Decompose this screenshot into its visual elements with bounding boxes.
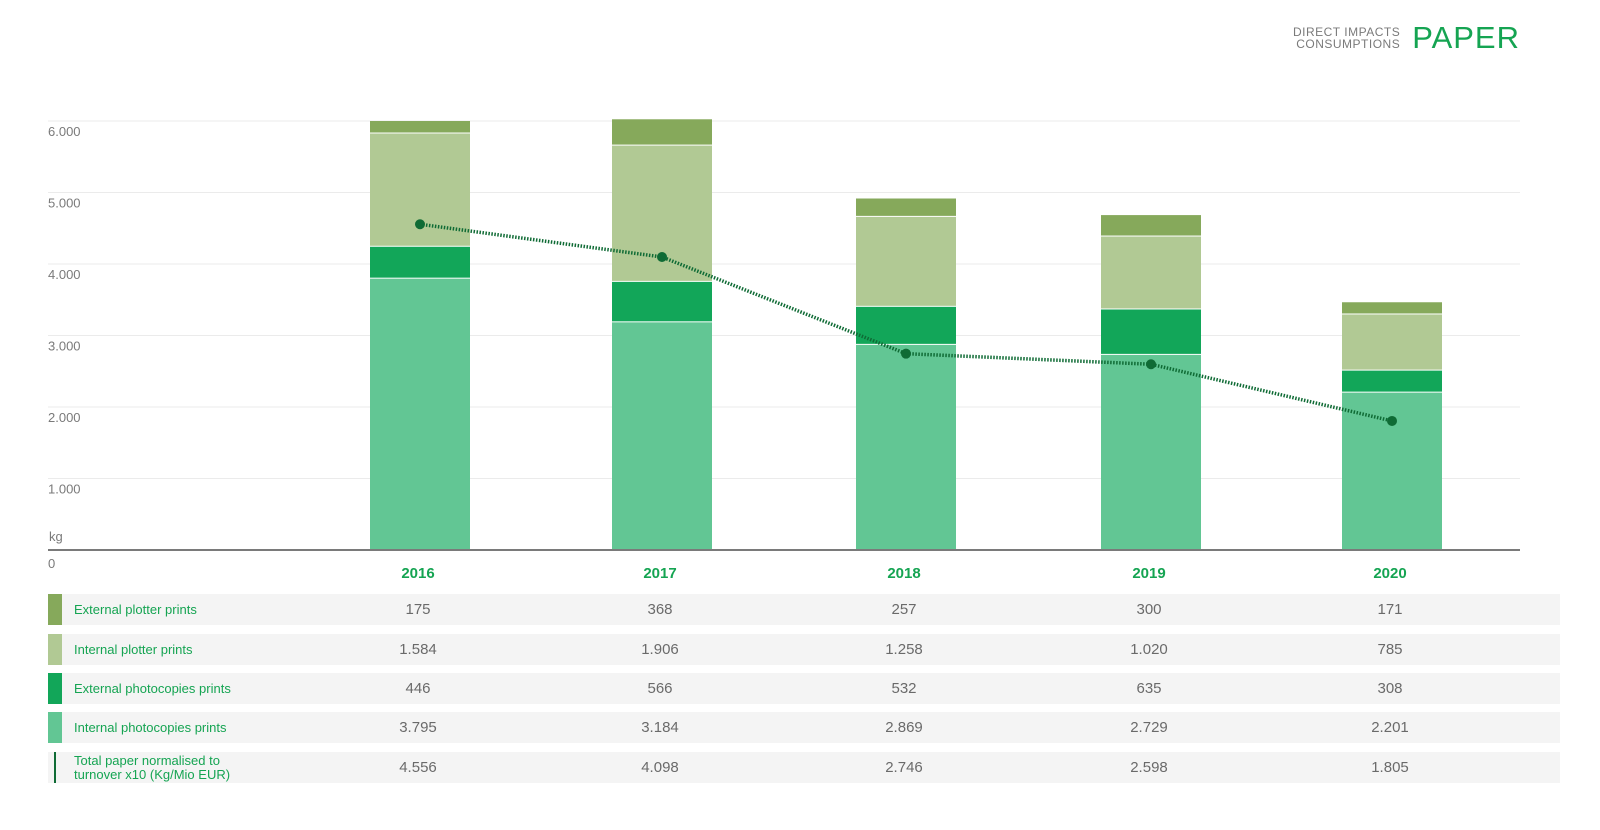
- table-cell-2016: 175: [405, 601, 431, 618]
- table-cell-2017: 3.184: [641, 719, 679, 736]
- table-cell-2016: 1.584: [399, 641, 437, 658]
- x-tick-label-2018: 2018: [887, 565, 920, 582]
- table-cell-2017: 1.906: [641, 641, 679, 658]
- bar-segment-internal_photocopies-2016: [370, 278, 470, 550]
- table-cell-2020: 171: [1377, 601, 1403, 618]
- legend-swatch-internal_photocopies: [48, 712, 62, 743]
- bar-segment-internal_plotter-2018: [856, 216, 956, 306]
- bar-segment-external_plotter-2017: [612, 119, 712, 145]
- legend-swatch-external_plotter: [48, 594, 62, 625]
- bar-segment-external_plotter-2020: [1342, 302, 1442, 314]
- grid-lines: [48, 120, 1520, 479]
- page-title: PAPER: [1412, 20, 1520, 55]
- header-subtitle-line1: DIRECT IMPACTS: [1292, 25, 1401, 39]
- row-label: Internal photocopies prints: [74, 719, 227, 735]
- table-row-external_photocopies: External photocopies prints 446 566 532 635 3…: [48, 673, 1560, 704]
- table-row-internal_photocopies: Internal photocopies prints 3.795 3.184 2.8…: [48, 712, 1560, 743]
- total-line-path: [419, 222, 1393, 423]
- table-cell-2020: 1.805: [1371, 759, 1409, 776]
- table-row-external_plotter: External plotter prints 175 368 257 300 171: [48, 594, 1560, 625]
- x-tick-label-2016: 2016: [401, 565, 434, 582]
- table-cell-2018: 2.869: [885, 719, 923, 736]
- table-cell-2018: 532: [891, 680, 917, 697]
- bar-segment-external_plotter-2019: [1101, 215, 1201, 236]
- table-cell-2020: 308: [1377, 680, 1403, 697]
- stacked-bars: [370, 119, 1442, 550]
- table-cell-2019: 2.598: [1130, 759, 1168, 776]
- row-label-line1: Total paper normalised to: [74, 752, 220, 768]
- y-tick-label: 3.000: [48, 339, 81, 354]
- y-axis-unit-label: kg: [49, 529, 63, 544]
- row-label: External plotter prints: [74, 601, 197, 617]
- row-label: Internal plotter prints: [74, 641, 193, 657]
- total-line-point-2016: [415, 219, 425, 230]
- bar-segment-internal_plotter-2019: [1101, 236, 1201, 309]
- total-line-series: [415, 219, 1397, 426]
- bar-segment-internal_plotter-2020: [1342, 314, 1442, 370]
- table-cell-2019: 1.020: [1130, 641, 1168, 658]
- bar-segment-external_plotter-2018: [856, 198, 956, 216]
- table-cell-2018: 257: [891, 601, 917, 618]
- y-tick-label: 5.000: [48, 196, 81, 211]
- table-cell-2020: 785: [1377, 641, 1403, 658]
- table-cell-2016: 446: [405, 680, 431, 697]
- total-line-point-2019: [1146, 359, 1156, 370]
- table-cell-2019: 635: [1136, 680, 1162, 697]
- bar-segment-external_photocopies-2019: [1101, 309, 1201, 354]
- total-line-point-2017: [657, 251, 667, 262]
- y-axis: 0 1.000 2.000 3.000 4.000 5.000 6.000 kg: [48, 124, 81, 571]
- y-tick-label: 1.000: [48, 482, 81, 497]
- bar-segment-external_photocopies-2020: [1342, 370, 1442, 392]
- x-axis: 2016 2017 2018 2019 2020: [48, 549, 1520, 582]
- row-label: External photocopies prints: [74, 680, 231, 696]
- legend-swatch-total_line: [54, 752, 56, 783]
- table-cell-2019: 300: [1136, 601, 1162, 618]
- table-cell-2020: 2.201: [1371, 719, 1409, 736]
- table-cell-2016: 3.795: [399, 719, 437, 736]
- table-row-total_line: Total paper normalised to turnover x10 (K…: [48, 752, 1560, 783]
- x-tick-label-2020: 2020: [1373, 565, 1406, 582]
- bar-segment-external_plotter-2016: [370, 121, 470, 133]
- y-tick-label: 0: [48, 556, 55, 571]
- y-tick-label: 4.000: [48, 267, 81, 282]
- row-label: Total paper normalised to turnover x10 (K…: [74, 752, 230, 783]
- x-tick-label-2019: 2019: [1132, 565, 1165, 582]
- table-cell-2016: 4.556: [399, 759, 437, 776]
- bar-segment-external_photocopies-2018: [856, 306, 956, 344]
- table-cell-2018: 1.258: [885, 641, 923, 658]
- bar-segment-internal_photocopies-2017: [612, 322, 712, 550]
- total-line-point-2018: [901, 348, 911, 359]
- bar-segment-internal_photocopies-2018: [856, 344, 956, 550]
- bar-segment-external_photocopies-2017: [612, 281, 712, 322]
- bar-segment-external_photocopies-2016: [370, 246, 470, 278]
- header-subtitle-line2: CONSUMPTIONS: [1296, 37, 1401, 51]
- total-line-point-2020: [1387, 415, 1397, 426]
- table-cell-2019: 2.729: [1130, 719, 1168, 736]
- table-cell-2018: 2.746: [885, 759, 923, 776]
- table-row-internal_plotter: Internal plotter prints 1.584 1.906 1.258 1.…: [48, 634, 1560, 665]
- legend-swatch-external_photocopies: [48, 673, 62, 704]
- x-tick-label-2017: 2017: [643, 565, 676, 582]
- y-tick-label: 2.000: [48, 410, 81, 425]
- page-header: DIRECT IMPACTS CONSUMPTIONS PAPER: [1293, 22, 1520, 54]
- header-subtitle: DIRECT IMPACTS CONSUMPTIONS: [1293, 26, 1400, 50]
- legend-swatch-internal_plotter: [48, 634, 62, 665]
- y-tick-label: 6.000: [48, 124, 81, 139]
- table-cell-2017: 4.098: [641, 759, 679, 776]
- table-cell-2017: 566: [647, 680, 673, 697]
- row-label-line2: turnover x10 (Kg/Mio EUR): [74, 766, 231, 782]
- bar-segment-internal_photocopies-2019: [1101, 354, 1201, 550]
- table-cell-2017: 368: [647, 601, 673, 618]
